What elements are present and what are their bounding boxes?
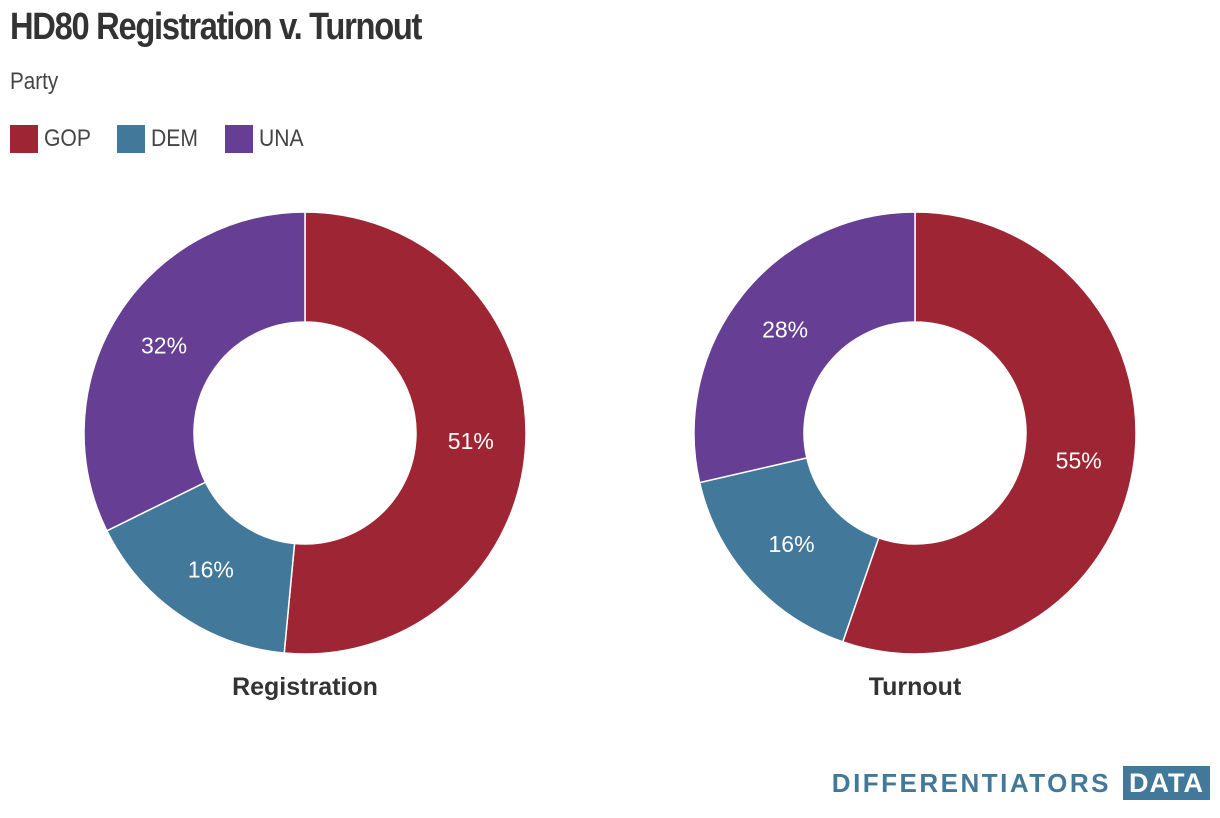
slice-label-turnout-dem: 16% xyxy=(768,531,814,557)
legend-label-dem: DEM xyxy=(151,125,199,152)
slice-turnout-gop xyxy=(841,211,1137,655)
slice-label-registration-una: 32% xyxy=(141,332,187,358)
slice-label-turnout-gop: 55% xyxy=(1056,448,1102,474)
chart-title: HD80 Registration v. Turnout xyxy=(10,6,422,48)
chart-subtitle: Party xyxy=(10,68,59,95)
slice-label-registration-dem: 16% xyxy=(188,557,234,583)
donut-turnout: 55% 16% 28% Turnout xyxy=(693,211,1137,701)
legend-swatch-gop xyxy=(10,125,38,153)
brand-logo: DIFFERENTIATORS DATA xyxy=(832,766,1210,800)
slice-registration-gop xyxy=(283,211,527,655)
slice-registration-una xyxy=(83,211,306,532)
donut-registration: 51% 16% 32% Registration xyxy=(83,211,527,701)
chart-label-registration: Registration xyxy=(232,673,378,701)
legend-item-dem: DEM xyxy=(117,125,204,153)
brand-text: DIFFERENTIATORS xyxy=(831,767,1112,798)
slice-turnout-dem xyxy=(698,456,880,643)
legend-swatch-una xyxy=(224,125,253,153)
slice-turnout-una xyxy=(693,211,916,484)
slice-registration-dem xyxy=(105,481,296,654)
legend-label-gop: GOP xyxy=(44,125,91,152)
slice-label-turnout-una: 28% xyxy=(762,317,808,343)
slice-label-registration-gop: 51% xyxy=(448,428,494,454)
legend-label-una: UNA xyxy=(258,125,304,152)
legend: GOP DEM UNA xyxy=(10,125,329,153)
chart-label-turnout: Turnout xyxy=(869,673,962,701)
brand-badge: DATA xyxy=(1123,766,1210,800)
legend-item-una: UNA xyxy=(224,125,310,153)
legend-item-gop: GOP xyxy=(10,125,97,153)
legend-swatch-dem xyxy=(117,125,146,153)
